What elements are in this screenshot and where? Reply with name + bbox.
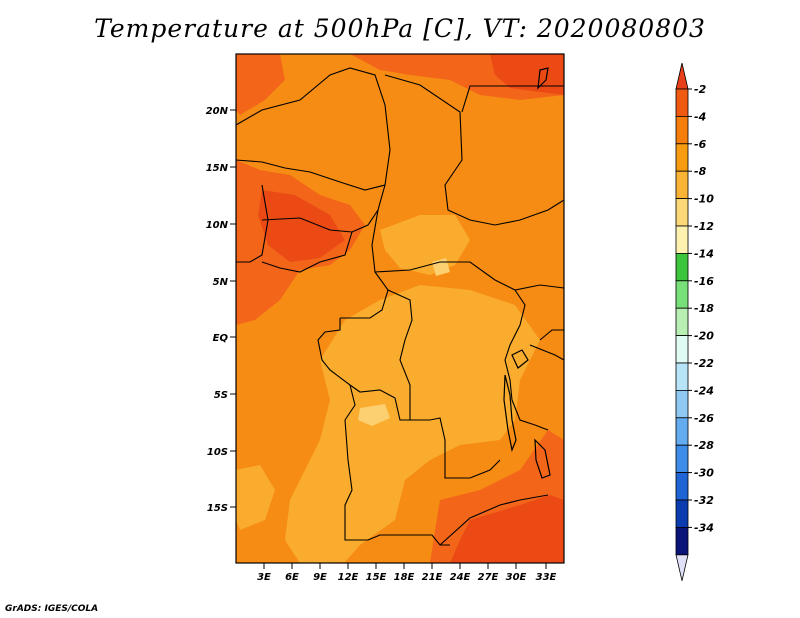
colorbar-label: -6 <box>694 138 707 151</box>
colorbar-segment <box>675 527 689 556</box>
colorbar-segment <box>675 335 689 364</box>
map-field-warmest-patch-ne <box>490 54 564 95</box>
colorbar-label: -14 <box>694 247 714 260</box>
map-field-warmest-patch-w <box>258 190 345 262</box>
lat-label: 10S <box>207 447 228 458</box>
colorbar-segment <box>675 170 689 199</box>
lat-label: 20N <box>206 106 229 117</box>
colorbar-top-triangle <box>675 62 689 90</box>
grads-credit: GrADS: IGES/COLA <box>5 604 99 614</box>
colorbar-segment <box>675 362 689 391</box>
lon-label: 3E <box>257 572 271 583</box>
colorbar-label: -22 <box>694 357 714 370</box>
lon-label: 33E <box>536 572 557 583</box>
colorbar-label: -26 <box>694 412 714 425</box>
lon-label: 12E <box>338 572 359 583</box>
colorbar-segment <box>675 389 689 419</box>
colorbar-segment <box>675 198 689 227</box>
colorbar-segment <box>675 417 689 446</box>
colorbar-label: -32 <box>694 494 714 507</box>
colorbar-label: -12 <box>694 220 714 233</box>
colorbar-label: -30 <box>694 467 714 480</box>
colorbar-label: -34 <box>694 521 714 534</box>
lon-axis <box>263 563 547 569</box>
lat-label: 5N <box>213 277 229 288</box>
lon-label: 27E <box>478 572 499 583</box>
colorbar-segment <box>675 252 689 282</box>
colorbar-segment <box>675 444 689 474</box>
map-frame <box>235 53 565 564</box>
map-field-warmest-patch-se <box>450 495 564 563</box>
lat-labels: 20N 15N 10N 5N EQ 5S 10S 15S <box>206 106 229 514</box>
colorbar-label: -4 <box>694 110 706 123</box>
colorbar-label: -24 <box>694 384 714 397</box>
lon-label: 30E <box>506 572 527 583</box>
chart-title: Temperature at 500hPa [C], VT: 202008080… <box>94 14 706 43</box>
colorbar-label: -2 <box>694 83 707 96</box>
colorbar-segment <box>675 225 689 254</box>
colorbar-segment <box>675 307 689 337</box>
map-field-cool-region-3 <box>236 465 275 530</box>
colorbar-segment <box>675 472 689 501</box>
lakes <box>503 67 551 479</box>
lat-label: 15N <box>206 163 229 174</box>
lat-label: 10N <box>206 220 229 231</box>
colorbar-segment <box>675 143 689 172</box>
lon-label: 15E <box>366 572 387 583</box>
colorbar-segment <box>675 499 689 528</box>
lon-label: 6E <box>285 572 299 583</box>
colorbar-label: -8 <box>694 165 707 178</box>
colorbar-segment <box>675 280 689 309</box>
country-boundaries <box>235 67 565 546</box>
lon-label: 21E <box>422 572 443 583</box>
map-field-cool-region <box>285 285 540 563</box>
lon-label: 18E <box>394 572 415 583</box>
colorbar-label: -28 <box>694 439 714 452</box>
map-field-coolest-spot <box>358 404 390 426</box>
colorbar-label: -20 <box>694 330 714 343</box>
colorbar-segment <box>675 88 689 117</box>
map-field-cool-region-2 <box>380 215 470 275</box>
colorbar-label: -16 <box>694 275 714 288</box>
lat-label: 5S <box>214 390 228 401</box>
colorbar-label: -18 <box>694 302 714 315</box>
lon-label: 24E <box>450 572 471 583</box>
colorbar-label: -10 <box>694 193 714 206</box>
lat-label: 15S <box>207 503 228 514</box>
lon-label: 9E <box>313 572 327 583</box>
colorbar-bottom-triangle <box>675 554 689 581</box>
lon-labels: 3E 6E 9E 12E 15E 18E 21E 24E 27E 30E 33E <box>257 572 556 583</box>
colorbar: -2 -4 -6 -8 -10 -12 -14 -16 -18 -20 -22 -24 -26 -28 -3… <box>675 62 714 581</box>
map-field-warm-region-nw <box>236 54 285 115</box>
lat-axis <box>230 109 236 508</box>
lat-label: EQ <box>213 333 229 344</box>
colorbar-segment <box>675 116 689 145</box>
